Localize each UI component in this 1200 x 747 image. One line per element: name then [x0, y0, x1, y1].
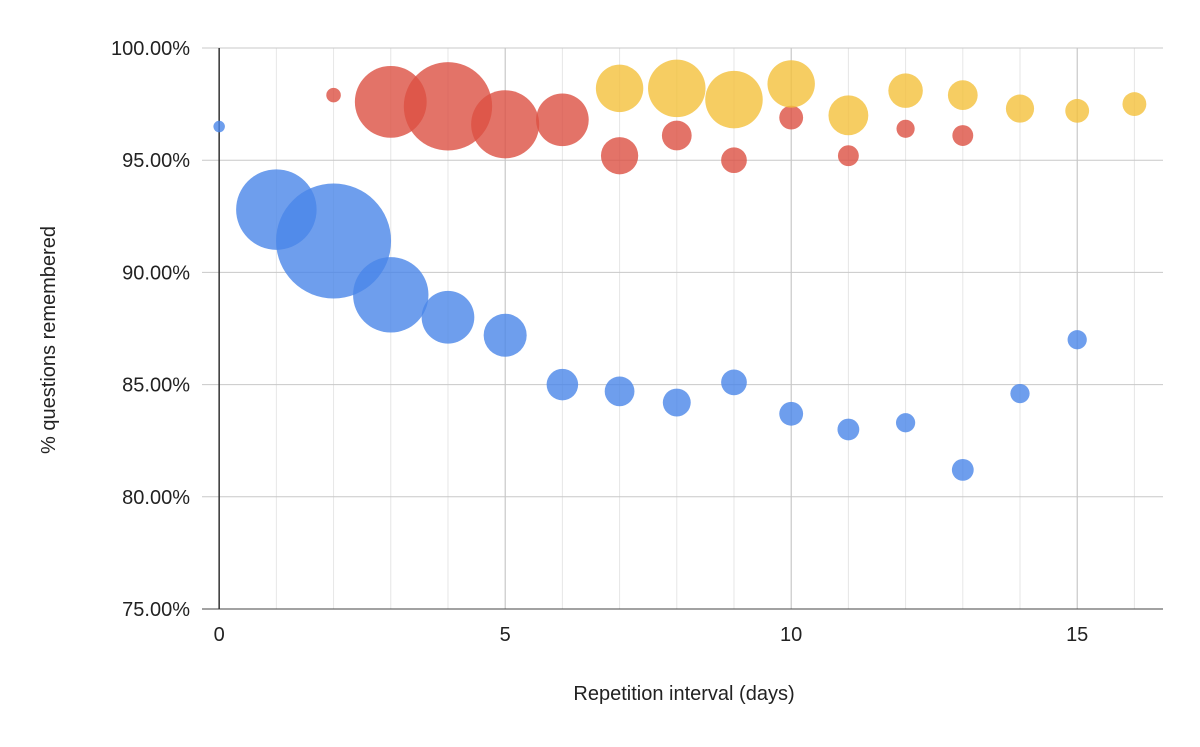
- bubble-s1: [276, 183, 392, 299]
- bubble-s2: [721, 147, 747, 174]
- bubble-s3: [705, 70, 763, 129]
- bubble-s1: [604, 376, 635, 407]
- bubble-s1: [213, 120, 225, 133]
- bubble-s3: [648, 59, 706, 118]
- bubble-s1: [546, 368, 579, 401]
- bubble-s3: [1065, 98, 1090, 123]
- bubble-s2: [837, 145, 859, 167]
- x-axis-title: Repetition interval (days): [573, 683, 794, 705]
- y-tick-label: 80.00%: [122, 487, 190, 509]
- x-tick-label: 15: [1066, 624, 1088, 646]
- bubble-s2: [661, 120, 692, 151]
- bubble-s2: [896, 119, 915, 138]
- bubble-s1: [837, 418, 860, 441]
- y-tick-label: 100.00%: [111, 38, 190, 60]
- bubble-s1: [421, 290, 475, 344]
- y-tick-label: 90.00%: [122, 262, 190, 284]
- bubble-s1: [353, 257, 429, 333]
- bubbles: [213, 59, 1147, 481]
- x-tick-label: 5: [500, 624, 511, 646]
- bubble-s3: [595, 64, 644, 113]
- bubble-s1: [721, 369, 747, 396]
- bubble-s1: [779, 401, 804, 426]
- bubble-s2: [403, 62, 493, 151]
- bubble-s2: [779, 105, 804, 130]
- x-tick-label: 0: [214, 624, 225, 646]
- bubble-s3: [1005, 94, 1035, 123]
- bubble-s3: [947, 80, 978, 111]
- bubble-s1: [1010, 383, 1030, 404]
- y-axis-title: % questions remembered: [38, 226, 60, 454]
- bubble-s2: [600, 137, 639, 175]
- y-tick-label: 95.00%: [122, 150, 190, 172]
- bubble-s2: [471, 90, 540, 159]
- bubble-s1: [951, 458, 974, 481]
- bubble-s3: [888, 73, 923, 108]
- bubble-s1: [483, 313, 527, 357]
- bubble-s2: [952, 125, 974, 146]
- tick-labels: 0 5 10 15 75.00% 80.00% 85.00% 90.00% 95.00% 100.…: [111, 38, 1088, 646]
- bubble-s3: [767, 60, 815, 108]
- bubble-s3: [828, 95, 869, 136]
- bubble-s1: [1067, 330, 1087, 350]
- x-tick-label: 10: [780, 624, 802, 646]
- y-tick-label: 85.00%: [122, 375, 190, 397]
- bubble-s1: [895, 413, 916, 433]
- bubble-s3: [1122, 92, 1147, 117]
- bubble-s2: [326, 87, 341, 103]
- bubble-s2: [536, 93, 589, 147]
- bubble-s1: [662, 388, 691, 417]
- y-tick-label: 75.00%: [122, 599, 190, 621]
